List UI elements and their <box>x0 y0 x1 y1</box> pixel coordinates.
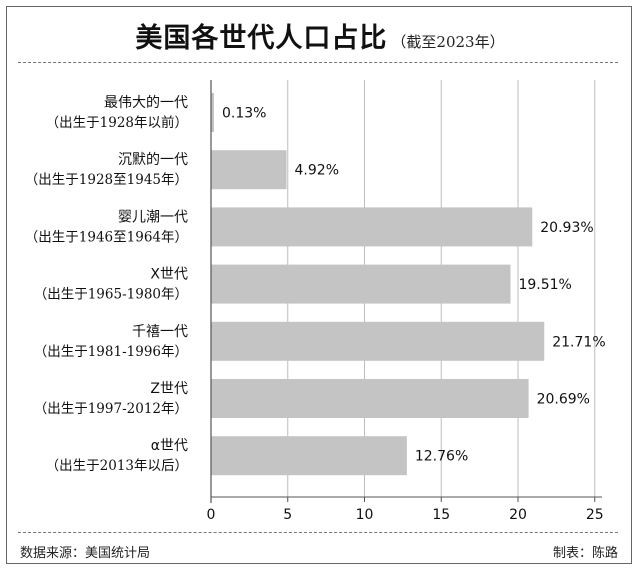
value-label-1: 4.92% <box>295 163 339 179</box>
value-label-4: 21.71% <box>552 334 605 350</box>
category-name-6: α世代 <box>151 438 188 454</box>
category-range-2: （出生于1946至1964年） <box>25 229 188 245</box>
category-name-0: 最伟大的一代 <box>104 95 188 111</box>
category-range-1: （出生于1928至1945年） <box>25 172 188 188</box>
value-label-0: 0.13% <box>222 106 266 122</box>
bar-1 <box>211 150 287 190</box>
chart-frame <box>6 6 632 564</box>
category-range-5: （出生于1997-2012年） <box>34 401 188 417</box>
bar-5 <box>211 379 529 418</box>
x-tick-label-20: 20 <box>509 507 527 523</box>
category-name-1: 沉默的一代 <box>118 152 188 168</box>
x-tick-label-10: 10 <box>356 507 374 523</box>
data-source: 数据来源：美国统计局 <box>20 546 151 561</box>
x-tick-label-0: 0 <box>207 507 216 523</box>
x-tick-label-25: 25 <box>586 507 604 523</box>
x-tick-label-15: 15 <box>432 507 450 523</box>
x-tick-label-5: 5 <box>283 507 292 523</box>
value-label-2: 20.93% <box>540 220 593 236</box>
value-label-5: 20.69% <box>537 392 590 408</box>
bar-2 <box>211 207 533 247</box>
bar-3 <box>211 264 511 304</box>
value-label-6: 12.76% <box>415 449 468 465</box>
bar-4 <box>211 321 545 361</box>
value-label-3: 19.51% <box>518 277 571 293</box>
chart-title: 美国各世代人口占比 <box>135 23 388 54</box>
category-name-5: Z世代 <box>150 381 188 397</box>
chart-credit: 制表：陈路 <box>552 546 618 561</box>
category-range-6: （出生于2013年以后） <box>46 458 188 474</box>
category-name-4: 千禧一代 <box>132 324 188 340</box>
category-name-3: X世代 <box>150 267 188 283</box>
category-range-3: （出生于1965-1980年） <box>34 287 188 303</box>
bar-6 <box>211 436 407 476</box>
bottom-divider <box>18 532 618 533</box>
category-range-4: （出生于1981-1996年） <box>34 344 188 360</box>
top-divider <box>18 62 618 63</box>
bar-0 <box>211 93 214 132</box>
category-range-0: （出生于1928年以前） <box>46 114 188 131</box>
title-row: 美国各世代人口占比 （截至2023年） <box>0 16 640 55</box>
category-name-2: 婴儿潮一代 <box>118 209 188 225</box>
chart-subtitle: （截至2023年） <box>391 33 505 51</box>
